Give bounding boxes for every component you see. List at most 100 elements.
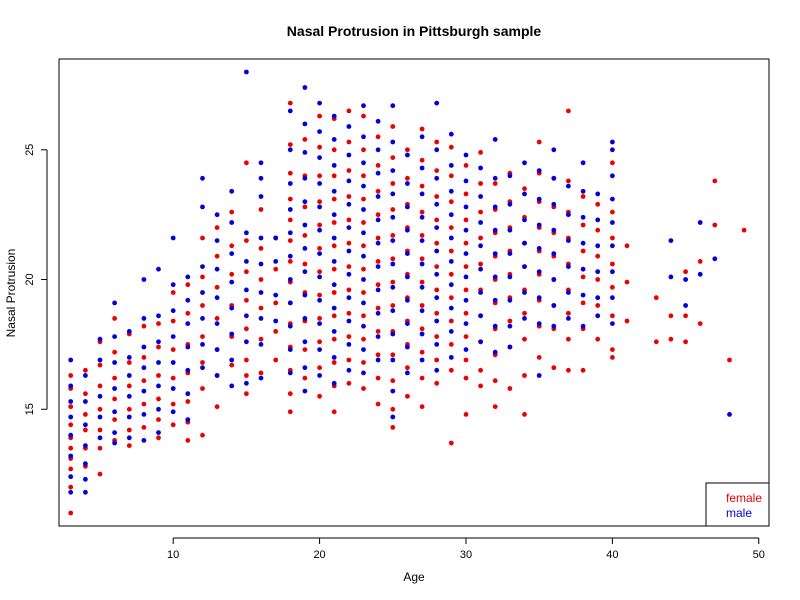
point-male: [595, 295, 601, 301]
point-female: [580, 274, 586, 280]
point-male: [419, 357, 425, 363]
point-female: [97, 406, 103, 412]
point-female: [463, 217, 469, 223]
point-male: [317, 347, 322, 352]
point-male: [287, 300, 293, 306]
point-female: [580, 367, 586, 373]
point-male: [346, 318, 352, 324]
point-male: [302, 269, 308, 275]
point-male: [683, 303, 688, 308]
point-male: [434, 100, 440, 106]
point-female: [522, 373, 527, 378]
point-female: [126, 360, 132, 365]
point-male: [566, 212, 571, 218]
point-male: [361, 134, 366, 140]
point-male: [214, 266, 220, 272]
point-female: [683, 339, 688, 345]
point-male: [697, 220, 703, 225]
point-female: [390, 378, 396, 384]
point-male: [185, 367, 191, 373]
point-male: [580, 214, 586, 220]
point-male: [68, 414, 74, 420]
point-female: [68, 422, 74, 428]
point-male: [595, 243, 601, 249]
point-female: [463, 357, 469, 363]
point-female: [317, 269, 322, 275]
point-female: [375, 163, 381, 168]
point-male: [126, 373, 132, 378]
point-male: [83, 399, 88, 404]
point-male: [229, 188, 235, 194]
point-female: [595, 227, 601, 233]
point-female: [419, 349, 425, 355]
point-male: [68, 399, 74, 404]
point-male: [727, 412, 732, 417]
point-female: [478, 383, 483, 389]
point-male: [434, 342, 440, 347]
point-male: [112, 409, 117, 415]
point-female: [346, 264, 352, 269]
point-male: [287, 207, 293, 212]
point-female: [610, 235, 615, 241]
point-female: [448, 440, 454, 446]
point-female: [317, 144, 322, 150]
point-female: [331, 147, 337, 153]
point-male: [126, 393, 132, 399]
point-female: [390, 425, 396, 430]
point-female: [419, 326, 425, 332]
point-female: [214, 253, 220, 259]
point-female: [331, 336, 337, 342]
point-male: [156, 406, 161, 412]
point-male: [361, 323, 366, 329]
legend-box: [705, 482, 770, 527]
point-female: [331, 313, 337, 319]
point-female: [624, 318, 630, 324]
point-male: [317, 321, 322, 326]
point-male: [83, 489, 88, 495]
point-male: [317, 155, 322, 161]
point-male: [390, 191, 396, 197]
point-female: [580, 248, 586, 254]
point-male: [405, 251, 410, 256]
point-female: [434, 194, 440, 199]
point-male: [185, 321, 191, 326]
point-female: [610, 209, 615, 215]
point-male: [346, 248, 352, 254]
point-male: [610, 173, 615, 179]
point-female: [434, 380, 440, 386]
point-female: [478, 261, 483, 267]
point-male: [361, 230, 366, 236]
point-female: [97, 427, 103, 433]
point-male: [566, 290, 571, 295]
y-axis: 15 20 25: [24, 144, 48, 415]
point-male: [112, 386, 117, 391]
point-female: [170, 318, 176, 324]
point-female: [317, 316, 322, 321]
point-female: [448, 295, 454, 301]
point-male: [126, 414, 132, 420]
point-male: [492, 274, 498, 280]
point-male: [346, 152, 352, 158]
point-male: [141, 412, 147, 417]
legend-label-female: female: [726, 491, 762, 505]
point-male: [200, 342, 205, 347]
point-female: [463, 163, 469, 168]
point-male: [448, 212, 454, 218]
point-male: [580, 323, 586, 329]
point-female: [156, 435, 161, 441]
point-male: [551, 303, 557, 308]
point-male: [522, 160, 527, 166]
point-male: [170, 308, 176, 314]
point-male: [434, 367, 440, 373]
y-tick-label: 25: [24, 144, 36, 156]
point-female: [492, 378, 498, 384]
point-male: [580, 266, 586, 272]
point-male: [229, 251, 235, 256]
point-male: [361, 160, 366, 166]
point-female: [170, 290, 176, 295]
point-male: [273, 292, 279, 298]
point-female: [361, 196, 366, 202]
point-female: [170, 347, 176, 352]
point-male: [448, 329, 454, 334]
point-female: [419, 126, 425, 132]
